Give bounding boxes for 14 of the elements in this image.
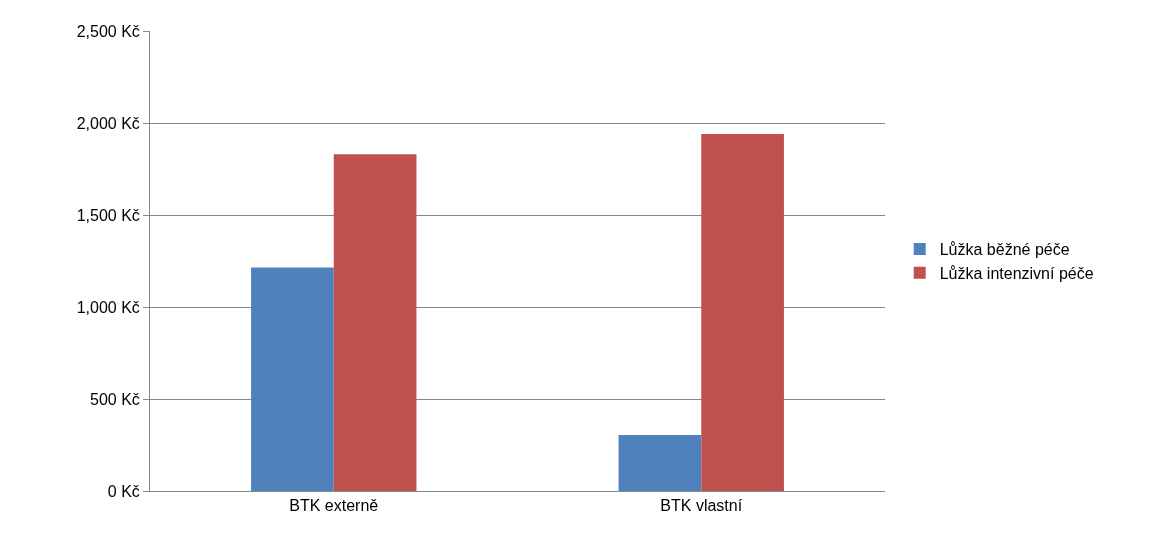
bar <box>333 154 417 491</box>
x-tick-label: BTK vlastní <box>660 497 743 515</box>
y-tick-label: 2,000 Kč <box>76 114 140 132</box>
y-tick-label: 2,500 Kč <box>76 22 140 40</box>
legend-label: Lůžka intenzivní péče <box>939 264 1094 282</box>
y-tick-label: 500 Kč <box>89 390 140 408</box>
bar <box>701 134 784 491</box>
legend-label: Lůžka běžné péče <box>939 241 1070 259</box>
bar <box>618 434 702 491</box>
x-tick-label: BTK externě <box>289 497 379 515</box>
y-tick-label: 1,000 Kč <box>76 298 140 316</box>
y-tick-label: 1,500 Kč <box>76 206 140 224</box>
y-tick-label: 0 Kč <box>107 482 140 500</box>
bar <box>251 267 334 491</box>
